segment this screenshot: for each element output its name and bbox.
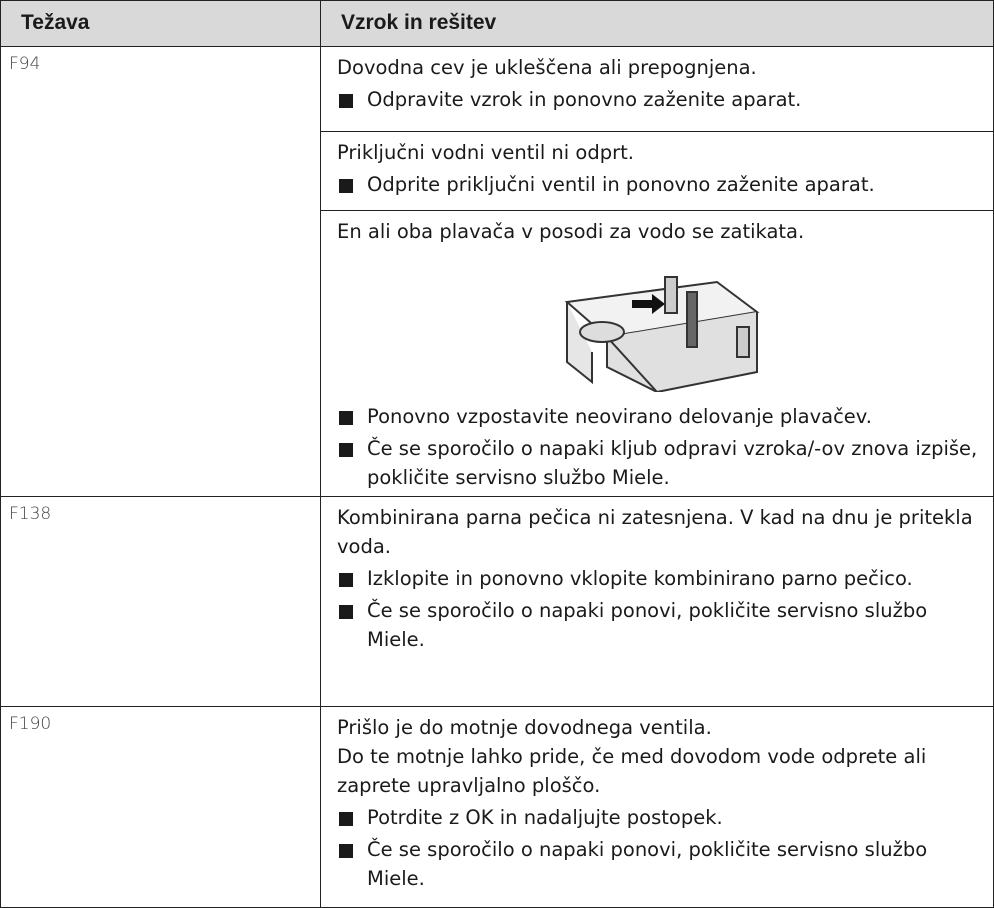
error-code: F138 xyxy=(1,497,321,706)
error-code: F190 xyxy=(1,707,321,907)
cause-column: Prišlo je do motnje dovodnega ventila. Do… xyxy=(321,707,993,907)
cause-text: Do te motnje lahko pride, če med dovodom… xyxy=(337,745,927,797)
cause-cell: Kombinirana parna pečica ni zatesnjena. … xyxy=(321,497,993,706)
solution-step: Če se sporočilo o napaki kljub odpravi v… xyxy=(337,434,983,492)
cause-cell: Priključni vodni ventil ni odprt. Odprite… xyxy=(321,132,993,211)
solution-step: Odpravite vzrok in ponovno zaženite apar… xyxy=(337,85,983,114)
header-cell: Težava xyxy=(1,1,321,46)
cause-text: En ali oba plavača v posodi za vodo se z… xyxy=(337,220,805,243)
solution-step: Izklopite in ponovno vklopite kombiniran… xyxy=(337,564,983,593)
table-row: F190 Prišlo je do motnje dovodnega ventil… xyxy=(1,707,993,908)
header-cell: Vzrok in rešitev xyxy=(341,11,497,34)
cause-cell: Prišlo je do motnje dovodnega ventila. Do… xyxy=(321,707,993,907)
cause-text: Kombinirana parna pečica ni zatesnjena. … xyxy=(337,506,973,558)
error-code: F94 xyxy=(1,47,321,496)
cause-text: Priključni vodni ventil ni odprt. xyxy=(337,141,634,164)
cause-text: Dovodna cev je ukleščena ali prepognjena… xyxy=(337,56,757,79)
cause-cell: Dovodna cev je ukleščena ali prepognjena… xyxy=(321,47,993,132)
table-header: Težava Vzrok in rešitev xyxy=(1,0,993,47)
solution-step: Odprite priključni ventil in ponovno zaž… xyxy=(337,170,983,199)
solution-step: Če se sporočilo o napaki ponovi, pokliči… xyxy=(337,596,983,654)
cause-cell: En ali oba plavača v posodi za vodo se z… xyxy=(321,211,993,496)
table-row: F138 Kombinirana parna pečica ni zatesnje… xyxy=(1,497,993,707)
solution-step: Ponovno vzpostavite neovirano delovanje … xyxy=(337,402,983,431)
cause-text: Prišlo je do motnje dovodnega ventila. xyxy=(337,716,712,739)
cause-column: Dovodna cev je ukleščena ali prepognjena… xyxy=(321,47,993,496)
solution-step: Potrdite z OK in nadaljujte postopek. xyxy=(337,803,983,832)
table-row: F94 Dovodna cev je ukleščena ali prepognj… xyxy=(1,47,993,497)
cause-column: Kombinirana parna pečica ni zatesnjena. … xyxy=(321,497,993,706)
solution-step: Če se sporočilo o napaki ponovi, pokliči… xyxy=(337,835,983,893)
float-illustration xyxy=(564,276,760,392)
